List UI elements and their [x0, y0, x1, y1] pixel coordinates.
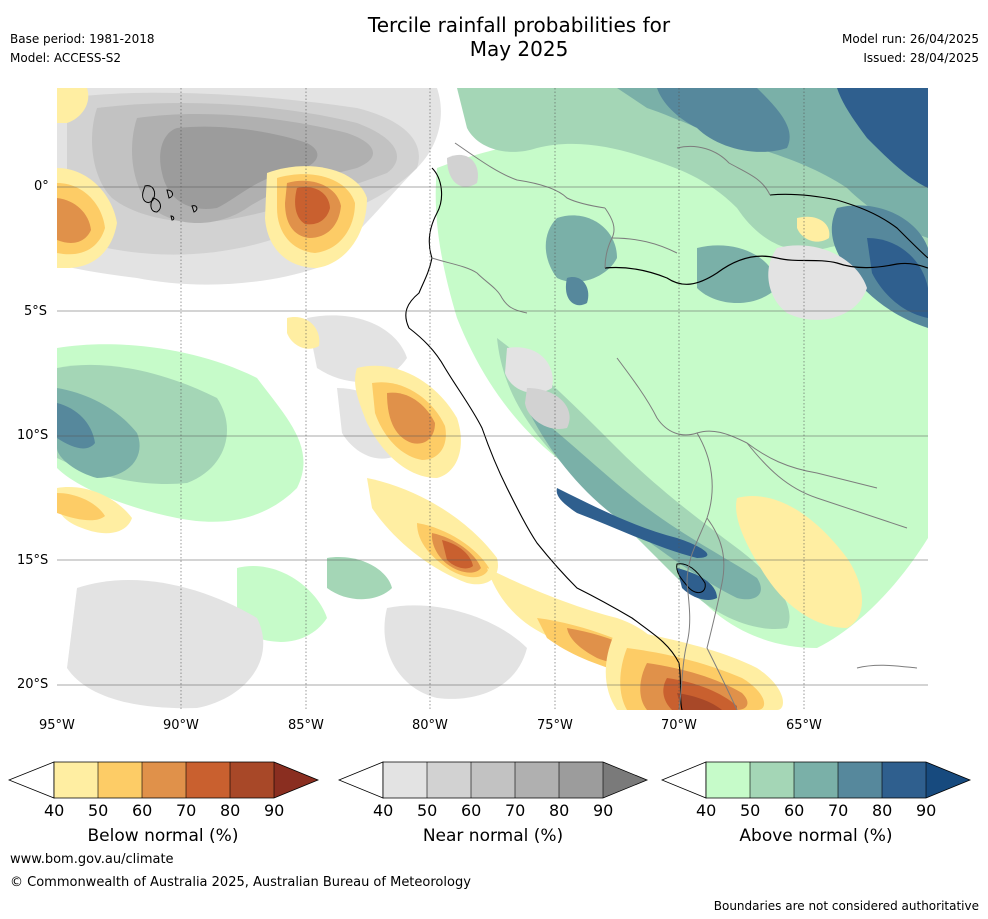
colorbar-below-tick: 50 [88, 801, 109, 820]
river-line-north [769, 193, 928, 259]
lon-label-85w: 85°W [288, 718, 324, 733]
colorbar-above-tick: 90 [916, 801, 937, 820]
colorbar-above-swatch-50 [750, 762, 794, 798]
colorbar-below-swatch-60 [142, 762, 186, 798]
colorbar-below-tick: 70 [176, 801, 197, 820]
colorbar-near-tick: 60 [461, 801, 482, 820]
colorbar-above-tick: 50 [740, 801, 761, 820]
probability-map [57, 88, 928, 710]
map-title: Tercile rainfall probabilities for May 2… [294, 13, 744, 61]
footer-url: www.bom.gov.au/climate [10, 852, 174, 867]
colorbar-above-tick: 40 [696, 801, 717, 820]
colorbar-above-min-arrow [661, 761, 707, 799]
lat-label-20s: 20°S [17, 677, 49, 692]
colorbar-near-title: Near normal (%) [422, 826, 564, 846]
model-run-text: Model run: 26/04/2025 [841, 32, 979, 46]
colorbar-below-tick: 90 [264, 801, 285, 820]
colorbar-above-normal [661, 761, 972, 799]
colorbar-near-min-arrow [338, 761, 384, 799]
colorbar-near-tick: 90 [593, 801, 614, 820]
country-borders [431, 142, 918, 710]
colorbar-below-tick: 40 [44, 801, 65, 820]
lat-label-0: 0° [34, 179, 49, 194]
colorbar-above-tick: 80 [872, 801, 893, 820]
lat-label-15s: 15°S [17, 553, 49, 568]
colorbar-near-max-arrow [603, 762, 647, 798]
lon-label-80w: 80°W [412, 718, 448, 733]
colorbar-near-tick: 50 [417, 801, 438, 820]
footer-disclaimer: Boundaries are not considered authoritat… [713, 899, 979, 913]
colorbar-below-swatch-40 [54, 762, 98, 798]
lat-label-5s: 5°S [24, 304, 48, 319]
colorbar-above-tick: 60 [784, 801, 805, 820]
lat-label-10s: 10°S [17, 428, 49, 443]
colorbar-below-normal [8, 761, 320, 799]
galapagos-islands [142, 185, 198, 221]
colorbar-above-swatch-80 [882, 762, 926, 798]
river-line [604, 255, 928, 285]
colorbar-above-title: Above normal (%) [739, 826, 893, 846]
colorbar-below-title: Below normal (%) [87, 826, 239, 846]
footer-copyright: © Commonwealth of Australia 2025, Austra… [10, 875, 471, 890]
issued-text: Issued: 28/04/2025 [863, 51, 979, 65]
colorbar-above-swatch-40 [706, 762, 750, 798]
lon-label-70w: 70°W [661, 718, 697, 733]
colorbar-above-swatch-70 [838, 762, 882, 798]
colorbar-near-swatch-50 [427, 762, 471, 798]
lon-label-75w: 75°W [537, 718, 573, 733]
colorbar-near-swatch-80 [559, 762, 603, 798]
colorbar-near-swatch-60 [471, 762, 515, 798]
base-period-text: Base period: 1981-2018 [10, 32, 155, 46]
title-line-2: May 2025 [469, 37, 569, 61]
colorbar-near-swatch-70 [515, 762, 559, 798]
colorbar-above-swatch-60 [794, 762, 838, 798]
colorbar-near-tick: 40 [373, 801, 394, 820]
colorbar-above-max-arrow [926, 762, 970, 798]
colorbar-below-swatch-70 [186, 762, 230, 798]
colorbar-above-tick: 70 [828, 801, 849, 820]
model-text: Model: ACCESS-S2 [10, 51, 122, 65]
colorbar-below-tick: 60 [132, 801, 153, 820]
colorbar-near-swatch-40 [383, 762, 427, 798]
lon-label-90w: 90°W [163, 718, 199, 733]
lake-titicaca [676, 563, 706, 594]
below-normal-regions [57, 88, 862, 710]
colorbar-below-tick: 80 [220, 801, 241, 820]
colorbar-below-swatch-50 [98, 762, 142, 798]
lon-label-95w: 95°W [39, 718, 75, 733]
colorbar-below-max-arrow [274, 762, 318, 798]
lon-label-65w: 65°W [786, 718, 822, 733]
colorbar-near-tick: 80 [549, 801, 570, 820]
colorbar-near-tick: 70 [505, 801, 526, 820]
colorbar-below-swatch-80 [230, 762, 274, 798]
colorbar-near-normal [338, 761, 649, 799]
title-line-1: Tercile rainfall probabilities for [367, 13, 671, 37]
colorbar-below-min-arrow [8, 761, 55, 799]
gridlines [57, 88, 928, 710]
